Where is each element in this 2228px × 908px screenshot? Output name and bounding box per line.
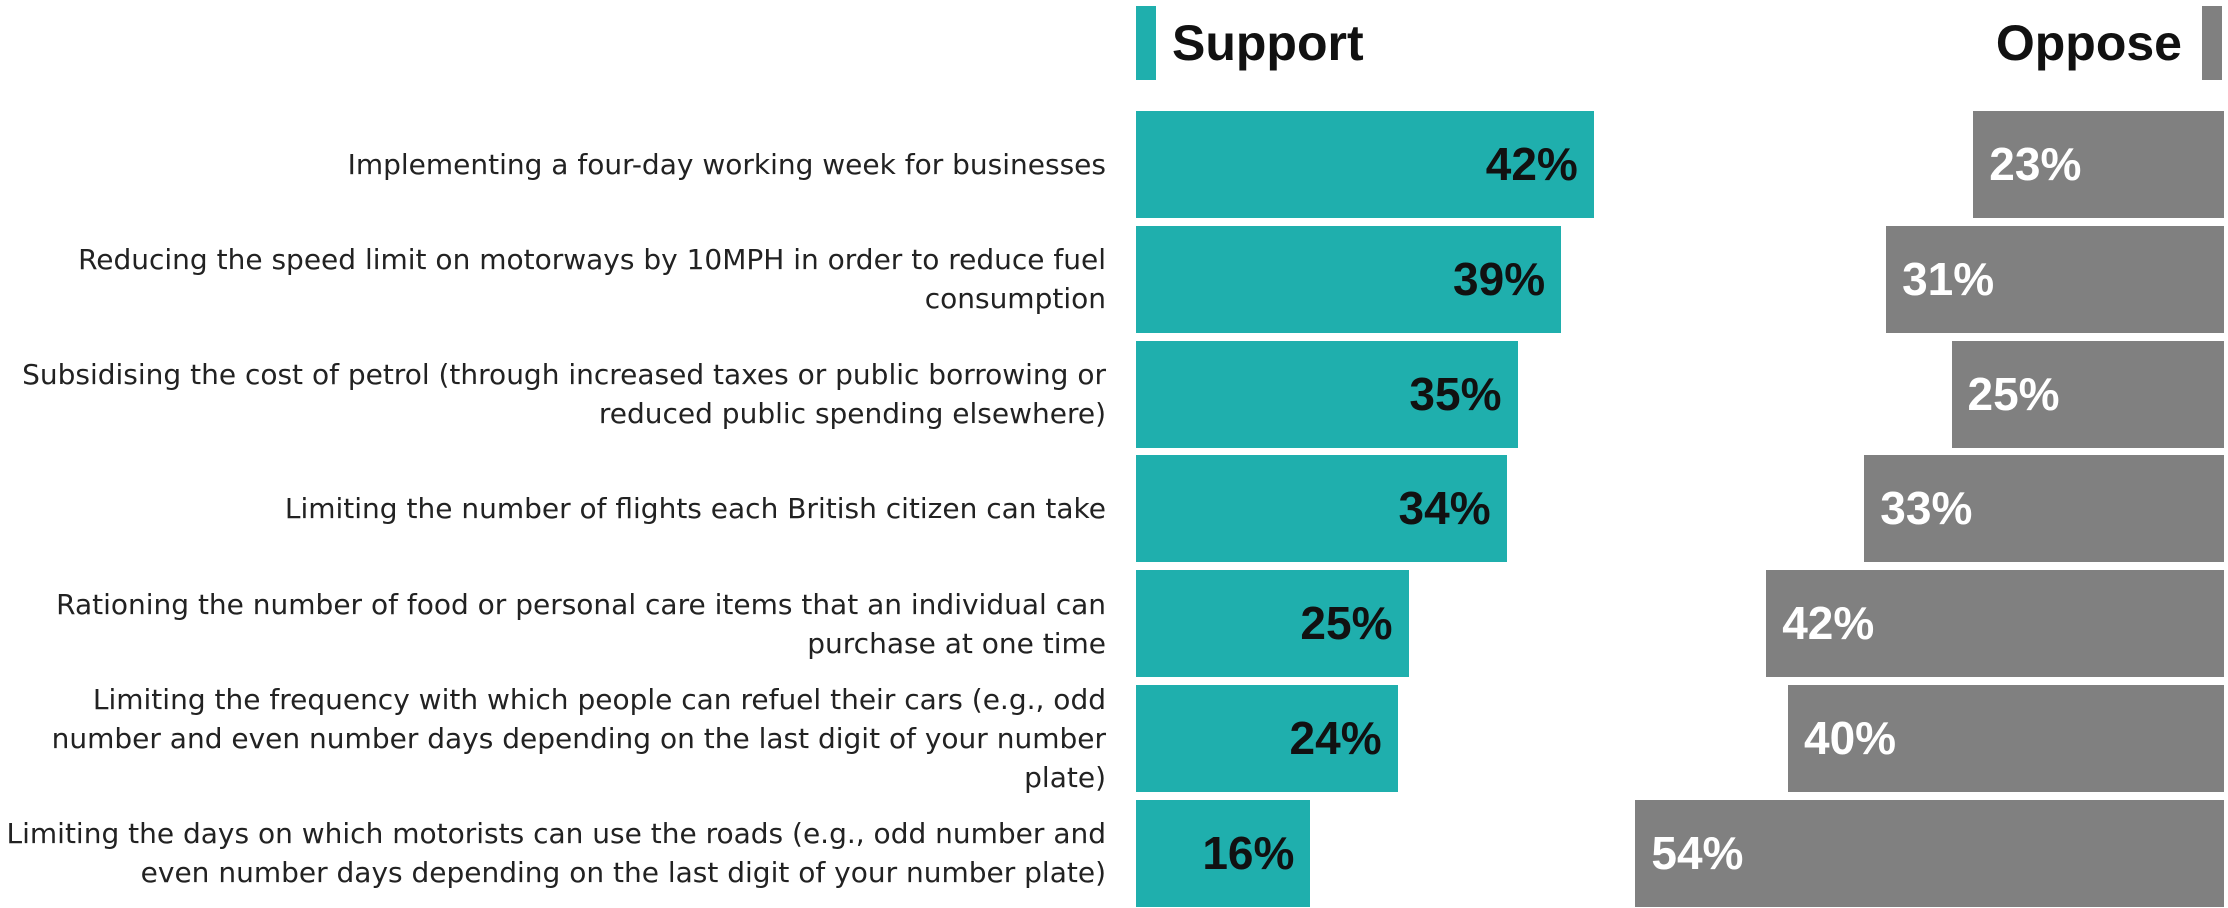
bar bbox=[1136, 570, 1409, 678]
value-label: 54% bbox=[1651, 826, 1744, 879]
value-label: 25% bbox=[1967, 367, 2060, 420]
value-label: 31% bbox=[1902, 252, 1995, 305]
bar bbox=[1136, 455, 1507, 563]
value-label: 35% bbox=[1409, 367, 1502, 420]
bar bbox=[1136, 340, 1518, 448]
category-label: Subsidising the cost of petrol (through … bbox=[22, 358, 1106, 431]
category-label: Limiting the number of flights each Brit… bbox=[284, 492, 1106, 526]
legend-label: Support bbox=[1172, 15, 1364, 71]
value-label: 39% bbox=[1453, 252, 1546, 305]
bar bbox=[1766, 570, 2224, 678]
category-label: Rationing the number of food or personal… bbox=[56, 587, 1106, 660]
bar bbox=[1136, 225, 1562, 333]
value-label: 16% bbox=[1202, 826, 1295, 879]
value-label: 42% bbox=[1485, 138, 1578, 190]
bar bbox=[1136, 799, 1311, 907]
bar bbox=[1973, 111, 2224, 218]
value-label: 42% bbox=[1782, 597, 1875, 650]
value-label: 34% bbox=[1398, 482, 1491, 535]
category-label: Implementing a four-day working week for… bbox=[347, 148, 1106, 181]
bar bbox=[1864, 455, 2224, 563]
bar bbox=[1788, 685, 2224, 792]
bar bbox=[1136, 685, 1398, 792]
legend-label: Oppose bbox=[1995, 15, 2182, 71]
bar bbox=[1136, 111, 1594, 218]
legend-marker bbox=[2202, 6, 2222, 80]
category-label: Reducing the speed limit on motorways by… bbox=[78, 243, 1106, 316]
bar bbox=[1951, 340, 2224, 448]
value-label: 25% bbox=[1300, 597, 1393, 650]
category-label: Limiting the days on which motorists can… bbox=[6, 817, 1106, 890]
legend-marker bbox=[1136, 6, 1156, 80]
value-label: 23% bbox=[1989, 138, 2082, 190]
value-label: 40% bbox=[1804, 712, 1897, 764]
value-label: 24% bbox=[1289, 712, 1382, 764]
bar bbox=[1886, 225, 2224, 333]
value-label: 33% bbox=[1880, 482, 1973, 535]
bar bbox=[1635, 799, 2224, 907]
category-label: Limiting the frequency with which people… bbox=[51, 683, 1106, 794]
